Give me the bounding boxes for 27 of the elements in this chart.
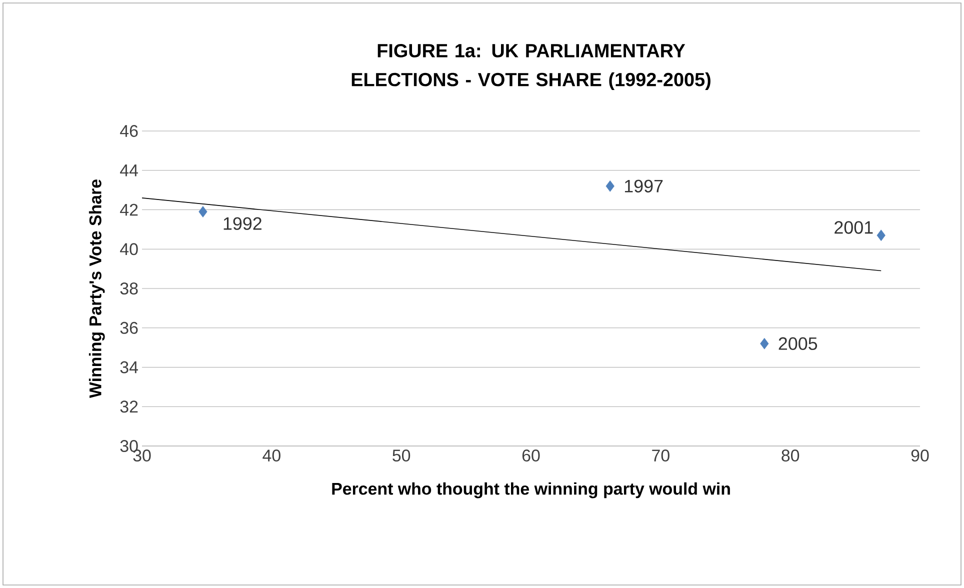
x-tick-label: 90 [911, 450, 929, 462]
y-axis-title: Winning Party's Vote Share [88, 180, 105, 398]
x-axis-title: Percent who thought the winning party would win [332, 482, 730, 498]
y-tick-label: 34 [120, 361, 138, 374]
point [760, 338, 769, 350]
x-tick-label: 50 [392, 450, 410, 462]
annotation: 1992 [224, 217, 262, 230]
annotation: 1997 [624, 180, 663, 192]
x-tick-label: 40 [262, 450, 280, 462]
annotation: 2005 [778, 337, 818, 350]
x-tick-label: 30 [133, 450, 151, 462]
y-tick-label: 40 [120, 243, 138, 256]
annotation: 2001 [834, 221, 873, 234]
y-tick-label: 44 [120, 164, 138, 176]
x-tick-label: 60 [522, 450, 540, 462]
y-tick-label: 32 [120, 400, 138, 413]
y-tick-label: 30 [120, 440, 138, 452]
point [876, 230, 886, 242]
point [606, 180, 614, 192]
y-tick-label: 38 [120, 282, 138, 294]
y-tick-label: 46 [120, 125, 138, 137]
y-tick-label: 42 [120, 204, 138, 216]
chart-title: FIGURE 1a: UK PARLIAMENTARY ELECTIONS - VOTE SHARE (1992-2005) [352, 44, 710, 90]
point [198, 206, 208, 218]
x-tick-label: 80 [782, 450, 800, 462]
y-tick-label: 36 [120, 322, 138, 334]
x-tick-label: 70 [652, 450, 670, 462]
